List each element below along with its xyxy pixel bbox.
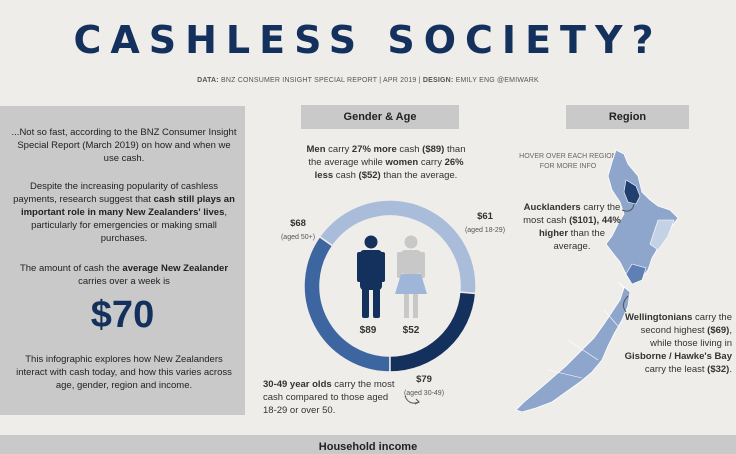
donut-segment[interactable] bbox=[318, 199, 477, 295]
intro-panel bbox=[0, 106, 245, 415]
gisborne-amount: ($32) bbox=[707, 364, 730, 375]
auckland-region-shape[interactable] bbox=[623, 179, 641, 205]
south-island-shape[interactable] bbox=[515, 281, 631, 413]
page-title: CASHLESS SOCIETY? bbox=[73, 18, 663, 62]
intro-e: cash bbox=[333, 170, 359, 181]
gender-intro-text: Men carry 27% more cash ($89) than the a… bbox=[300, 143, 472, 182]
intro-paragraph-4: This infographic explores how New Zealan… bbox=[16, 354, 232, 391]
p3-part-b: average New Zealander bbox=[122, 263, 229, 274]
seg-30-49-value: $79 bbox=[416, 374, 432, 385]
p2-part-a: Despite the increasing popularity of cas… bbox=[13, 181, 218, 205]
men-pct: 27% more bbox=[351, 144, 397, 155]
south-region-borders bbox=[547, 309, 619, 379]
age-note-rest: carry the most cash compared to those ag… bbox=[263, 379, 395, 416]
male-figure-icon bbox=[357, 235, 385, 318]
gender-age-header: Gender & Age bbox=[301, 105, 459, 129]
region-header: Region bbox=[566, 105, 689, 129]
donut-segments bbox=[303, 199, 477, 373]
p3-part-a: The amount of cash the bbox=[19, 263, 123, 274]
female-figure-icon bbox=[395, 235, 427, 318]
intro-paragraph-1: ...Not so fast, according to the BNZ Con… bbox=[11, 127, 237, 164]
wellington-region-shape[interactable] bbox=[625, 263, 647, 285]
segment-label-30-49: $79 (aged 30-49) bbox=[398, 373, 450, 400]
seg-18-29-label: (aged 18-29) bbox=[464, 227, 506, 234]
akl-rest: carry the most cash bbox=[523, 202, 621, 226]
wellington-callout-arrow-icon bbox=[622, 295, 629, 313]
auckland-note: Aucklanders carry the most cash ($101), … bbox=[520, 201, 624, 253]
intro-f: than the average. bbox=[380, 170, 458, 181]
women-cash-label: $52 bbox=[403, 325, 420, 336]
credit-data-text: BNZ CONSUMER INSIGHT SPECIAL REPORT | AP… bbox=[220, 77, 421, 84]
seg-30-49-label: (aged 30-49) bbox=[403, 390, 445, 397]
north-island-shape[interactable] bbox=[605, 149, 679, 285]
intro-paragraph-2: Despite the increasing popularity of cas… bbox=[10, 180, 238, 245]
household-income-header: Household income bbox=[0, 435, 736, 454]
credit-line: DATA: BNZ CONSUMER INSIGHT SPECIAL REPOR… bbox=[0, 77, 736, 84]
age-note-bold: 30-49 year olds bbox=[263, 379, 332, 390]
seg-18-29-value: $61 bbox=[477, 211, 493, 222]
wlg-amount: ($69) bbox=[707, 325, 730, 336]
credit-design-text: EMILY ENG @EMIWARK bbox=[455, 77, 539, 84]
credit-data-label: DATA: bbox=[197, 77, 219, 84]
age-donut-chart: $89 $52 bbox=[303, 199, 477, 373]
men-word: Men bbox=[306, 144, 326, 155]
wlg-end: . bbox=[729, 364, 732, 375]
intro-d: carry bbox=[418, 157, 445, 168]
gisborne-bold: Gisborne / Hawke's Bay bbox=[624, 351, 732, 362]
wlg-mid: , while those living in bbox=[650, 325, 732, 349]
akl-bold: Aucklanders bbox=[523, 202, 581, 213]
age-note-arrow-icon bbox=[404, 395, 420, 405]
auckland-callout-arrow-icon bbox=[621, 203, 635, 212]
p3-part-c: carries over a week is bbox=[78, 276, 170, 287]
segment-label-50plus: $68 (aged 50+) bbox=[272, 217, 324, 244]
women-word: women bbox=[385, 157, 419, 168]
wlg-least: carry the least bbox=[644, 364, 708, 375]
p2-part-b: cash still plays an important role in ma… bbox=[20, 194, 235, 218]
akl-end: than the average. bbox=[553, 228, 606, 252]
akl-amount: ($101), 44% higher bbox=[538, 215, 621, 239]
women-amt: ($52) bbox=[358, 170, 381, 181]
intro-c: than the average while bbox=[308, 144, 466, 168]
wlg-bold: Wellingtonians bbox=[625, 312, 693, 323]
p2-part-c: , particularly for emergencies or making… bbox=[31, 207, 228, 244]
age-note: 30-49 year olds carry the most cash comp… bbox=[263, 378, 403, 417]
hover-instruction: HOVER OVER EACH REGION FOR MORE INFO bbox=[519, 153, 617, 170]
average-cash-amount: $70 bbox=[90, 294, 155, 336]
men-amt: ($89) bbox=[422, 144, 445, 155]
intro-a: carry bbox=[325, 144, 352, 155]
women-pct: 26% less bbox=[314, 157, 464, 181]
wlg-rest: carry the second highest bbox=[640, 312, 732, 336]
credit-design-label: DESIGN: bbox=[422, 77, 454, 84]
segment-label-18-29: $61 (aged 18-29) bbox=[458, 210, 512, 237]
men-cash-label: $89 bbox=[360, 325, 377, 336]
intro-paragraph-3: The amount of cash the average New Zeala… bbox=[10, 262, 238, 288]
nz-region-map[interactable] bbox=[508, 140, 713, 415]
wellington-note: Wellingtonians carry the second highest … bbox=[620, 311, 732, 376]
seg-50plus-value: $68 bbox=[290, 218, 306, 229]
intro-b: cash bbox=[396, 144, 423, 155]
seg-50plus-label: (aged 50+) bbox=[280, 234, 316, 241]
donut-segment[interactable] bbox=[389, 291, 477, 373]
hawkes-bay-region-shape[interactable] bbox=[649, 219, 675, 251]
